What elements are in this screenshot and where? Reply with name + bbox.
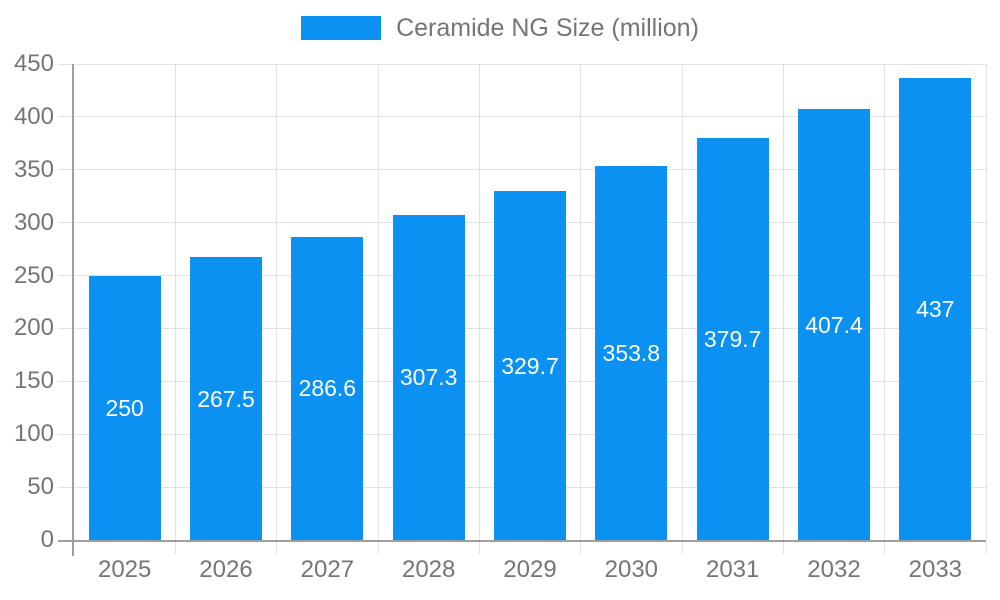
y-axis-tick (58, 169, 72, 171)
y-axis-tick (58, 327, 72, 329)
gridline-v (782, 64, 784, 540)
y-tick-label: 100 (13, 420, 54, 448)
y-tick-label: 300 (13, 208, 54, 236)
bar[interactable]: 379.7 (696, 138, 769, 540)
gridline-h (74, 63, 986, 65)
x-axis-tick (681, 542, 683, 554)
x-axis-tick (377, 542, 379, 554)
bar-value-label: 437 (916, 295, 955, 322)
bar[interactable]: 307.3 (392, 214, 465, 540)
gridline-v (478, 64, 480, 540)
bar-value-label: 267.5 (197, 385, 255, 412)
gridline-v (276, 64, 278, 540)
bar[interactable]: 437 (899, 77, 972, 540)
bar[interactable]: 329.7 (494, 191, 566, 540)
bar[interactable]: 353.8 (595, 165, 668, 540)
y-axis-line (72, 64, 74, 556)
bar-value-label: 379.7 (703, 326, 762, 353)
x-axis-tick (580, 542, 582, 554)
x-tick-label: 2028 (401, 556, 456, 583)
x-tick-label: 2030 (604, 556, 659, 583)
x-tick-label: 2025 (97, 556, 152, 583)
y-axis-tick (58, 380, 72, 382)
y-tick-label: 400 (13, 102, 54, 130)
x-axis-tick (884, 542, 886, 554)
bar-value-label: 353.8 (602, 339, 661, 366)
x-tick-label: 2027 (300, 556, 355, 583)
gridline-v (681, 64, 683, 540)
legend[interactable]: Ceramide NG Size (million) (0, 14, 1000, 42)
plot-area: 0 50 100 150 200 250 300 350 400 450 250 267.5 286.6… (14, 50, 987, 583)
x-axis-tick (276, 542, 278, 554)
legend-label: Ceramide NG Size (million) (396, 14, 699, 42)
bar[interactable]: 267.5 (190, 257, 262, 540)
x-tick-label: 2031 (705, 556, 760, 583)
gridline-v (884, 64, 886, 540)
x-axis-tick (782, 542, 784, 554)
bar[interactable]: 286.6 (291, 236, 364, 540)
bar-value-label: 329.7 (501, 352, 559, 379)
legend-swatch (301, 16, 382, 40)
x-tick-label: 2033 (908, 556, 963, 583)
y-axis-tick (58, 116, 72, 118)
y-axis-tick (58, 433, 72, 435)
x-axis-line (58, 540, 986, 542)
bar-value-label: 286.6 (298, 375, 357, 402)
y-tick-label: 250 (13, 261, 54, 289)
x-axis-tick (985, 542, 987, 554)
bar[interactable]: 250 (88, 275, 161, 540)
gridline-h (74, 169, 986, 171)
y-tick-label: 0 (40, 526, 54, 553)
y-tick-label: 50 (27, 473, 54, 501)
bar-value-label: 250 (105, 394, 144, 421)
gridline-h (74, 116, 986, 118)
x-tick-label: 2032 (807, 556, 861, 583)
gridline-v (985, 64, 987, 540)
y-tick-label: 200 (13, 314, 54, 342)
gridline-v (377, 64, 379, 540)
bar-value-label: 407.4 (805, 311, 863, 338)
gridline-v (580, 64, 582, 540)
x-tick-label: 2029 (503, 556, 557, 583)
y-tick-label: 150 (13, 367, 54, 395)
bar[interactable]: 407.4 (798, 109, 870, 540)
gridline-v (174, 64, 176, 540)
y-axis-tick (58, 63, 72, 65)
y-tick-label: 450 (13, 50, 54, 77)
y-axis-tick (58, 222, 72, 224)
bar-value-label: 307.3 (399, 364, 458, 391)
x-axis-tick (174, 542, 176, 554)
y-tick-label: 350 (13, 155, 54, 183)
x-tick-label: 2026 (199, 556, 253, 583)
x-axis-tick (478, 542, 480, 554)
y-axis-tick (58, 486, 72, 488)
y-axis-tick (58, 275, 72, 277)
